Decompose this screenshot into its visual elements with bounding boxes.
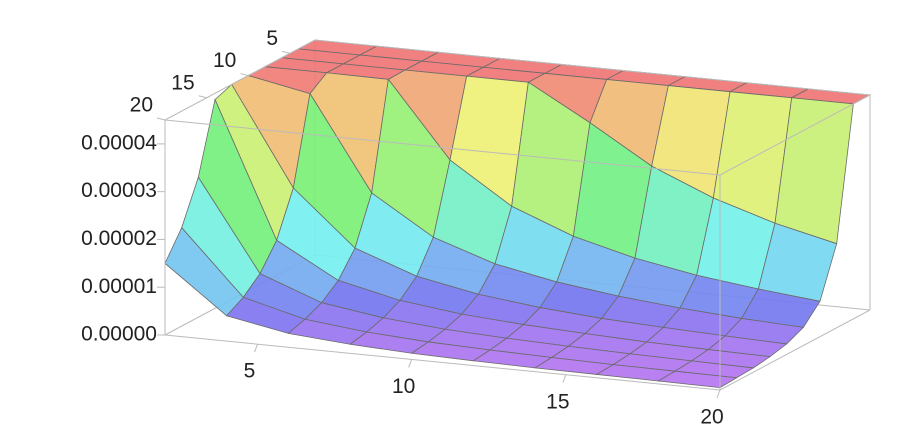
z-tick-label: 0.00001 bbox=[81, 275, 157, 298]
x-tick bbox=[408, 359, 413, 368]
box-edge bbox=[719, 94, 871, 176]
y-tick bbox=[240, 73, 249, 77]
x-tick bbox=[716, 389, 721, 399]
surface bbox=[164, 39, 872, 389]
y-tick bbox=[198, 95, 207, 99]
box-edge bbox=[164, 119, 721, 176]
z-tick-label: 0.00003 bbox=[81, 179, 157, 202]
y-tick-label: 20 bbox=[130, 94, 153, 117]
x-tick-label: 20 bbox=[700, 406, 723, 429]
box-edge bbox=[314, 39, 871, 96]
x-tick-label: 5 bbox=[244, 360, 256, 383]
y-tick bbox=[156, 117, 166, 121]
y-tick-label: 10 bbox=[213, 49, 236, 72]
box-edge bbox=[719, 309, 871, 391]
y-tick-label: 15 bbox=[171, 71, 194, 94]
x-tick bbox=[254, 343, 258, 353]
x-tick bbox=[562, 374, 567, 383]
y-tick bbox=[281, 50, 291, 54]
z-tick-label: 0.00000 bbox=[81, 323, 157, 346]
z-tick-label: 0.00002 bbox=[81, 227, 157, 250]
box-front: 5 10 15 20 5 10 15 20 0.00000 0.00001 0.00002 0.000… bbox=[81, 27, 871, 429]
z-tick-label: 0.00004 bbox=[81, 131, 157, 154]
x-tick-label: 10 bbox=[392, 375, 415, 398]
y-tick-label: 5 bbox=[266, 27, 278, 50]
x-tick-label: 15 bbox=[546, 390, 569, 413]
